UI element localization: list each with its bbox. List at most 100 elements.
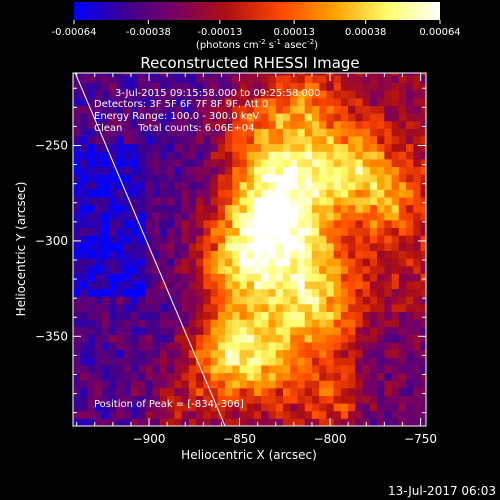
heatmap-cell xyxy=(261,120,270,129)
heatmap-cell xyxy=(377,120,385,129)
heatmap-cell xyxy=(275,197,284,206)
heatmap-cell xyxy=(87,303,96,313)
heatmap-cell xyxy=(326,364,335,374)
heatmap-cell xyxy=(167,227,175,236)
heatmap-cell xyxy=(239,410,248,419)
heatmap-cell xyxy=(188,326,197,335)
heatmap-cell xyxy=(225,197,233,206)
heatmap-cell xyxy=(384,174,393,183)
heatmap-cell xyxy=(181,219,190,229)
heatmap-cell xyxy=(355,357,364,366)
heatmap-cell xyxy=(210,273,219,282)
heatmap-cell xyxy=(384,219,393,229)
heatmap-cell xyxy=(116,128,125,137)
heatmap-cell xyxy=(391,74,400,84)
heatmap-cell xyxy=(254,265,262,274)
heatmap-cell xyxy=(319,113,327,122)
heatmap-cell xyxy=(311,74,320,84)
heatmap-cell xyxy=(225,296,233,305)
heatmap-cell xyxy=(101,97,110,106)
heatmap-cell xyxy=(196,311,204,320)
heatmap-cell xyxy=(413,303,422,313)
heatmap-cell xyxy=(384,97,393,106)
heatmap-cell xyxy=(232,258,241,267)
heatmap-cell xyxy=(326,288,335,297)
heatmap-cell xyxy=(340,372,349,381)
heatmap-cell xyxy=(159,296,168,305)
heatmap-cell xyxy=(290,166,298,175)
heatmap-cell xyxy=(217,258,226,267)
heatmap-cell xyxy=(420,372,426,381)
heatmap-cell xyxy=(369,105,378,114)
heatmap-cell xyxy=(225,250,233,259)
heatmap-cell xyxy=(297,73,306,76)
heatmap-cell xyxy=(340,403,349,412)
heatmap-cell xyxy=(362,235,371,244)
heatmap-cell xyxy=(355,74,364,84)
heatmap-cell xyxy=(101,135,110,145)
heatmap-cell xyxy=(261,303,270,313)
heatmap-cell xyxy=(87,181,96,190)
heatmap-cell xyxy=(340,364,349,374)
heatmap-cell xyxy=(225,288,233,297)
heatmap-cell xyxy=(391,212,400,221)
heatmap-cell xyxy=(304,135,313,145)
heatmap-cell xyxy=(246,326,255,335)
heatmap-cell xyxy=(369,334,378,343)
heatmap-cell xyxy=(290,120,298,129)
heatmap-cell xyxy=(130,387,139,396)
heatmap-cell xyxy=(217,334,226,343)
heatmap-cell xyxy=(268,342,277,351)
heatmap-cell xyxy=(246,250,255,259)
heatmap-cell xyxy=(210,380,219,389)
heatmap-cell xyxy=(80,174,88,183)
heatmap-cell xyxy=(391,97,400,106)
heatmap-cell xyxy=(123,97,132,106)
heatmap-cell xyxy=(406,349,414,358)
heatmap-cell xyxy=(203,326,212,335)
heatmap-cell xyxy=(311,258,320,267)
heatmap-cell xyxy=(232,181,241,190)
heatmap-cell xyxy=(398,181,407,190)
heatmap-cell xyxy=(94,135,103,145)
heatmap-cell xyxy=(130,418,139,426)
heatmap-cell xyxy=(246,74,255,84)
heatmap-cell xyxy=(406,143,414,152)
heatmap-cell xyxy=(181,212,190,221)
heatmap-cell xyxy=(319,174,327,183)
heatmap-cell xyxy=(159,349,168,358)
heatmap-cell xyxy=(297,151,306,160)
heatmap-cell xyxy=(326,235,335,244)
heatmap-cell xyxy=(362,273,371,282)
heatmap-cell xyxy=(377,288,385,297)
heatmap-cell xyxy=(246,296,255,305)
heatmap-cell xyxy=(420,197,426,206)
heatmap-cell xyxy=(123,250,132,259)
heatmap-cell xyxy=(159,403,168,412)
heatmap-cell xyxy=(369,273,378,282)
heatmap-cell xyxy=(123,403,132,412)
heatmap-cell xyxy=(348,296,356,305)
heatmap-cell xyxy=(391,158,400,167)
heatmap-cell xyxy=(188,82,197,91)
heatmap-cell xyxy=(297,311,306,320)
heatmap-cell xyxy=(145,143,154,152)
heatmap-cell xyxy=(94,219,103,229)
heatmap-cell xyxy=(101,74,110,84)
heatmap-cell xyxy=(225,227,233,236)
heatmap-cell xyxy=(304,410,313,419)
heatmap-cell xyxy=(340,166,349,175)
heatmap-cell xyxy=(304,395,313,404)
heatmap-cell xyxy=(73,250,81,259)
heatmap-cell xyxy=(123,197,132,206)
heatmap-cell xyxy=(167,128,175,137)
heatmap-cell xyxy=(188,219,197,229)
heatmap-cell xyxy=(210,319,219,328)
heatmap-cell xyxy=(406,380,414,389)
heatmap-cell xyxy=(232,364,241,374)
heatmap-cell xyxy=(101,410,110,419)
heatmap-cell xyxy=(167,418,175,426)
heatmap-cell xyxy=(304,288,313,297)
heatmap-cell xyxy=(101,219,110,229)
heatmap-cell xyxy=(340,74,349,84)
